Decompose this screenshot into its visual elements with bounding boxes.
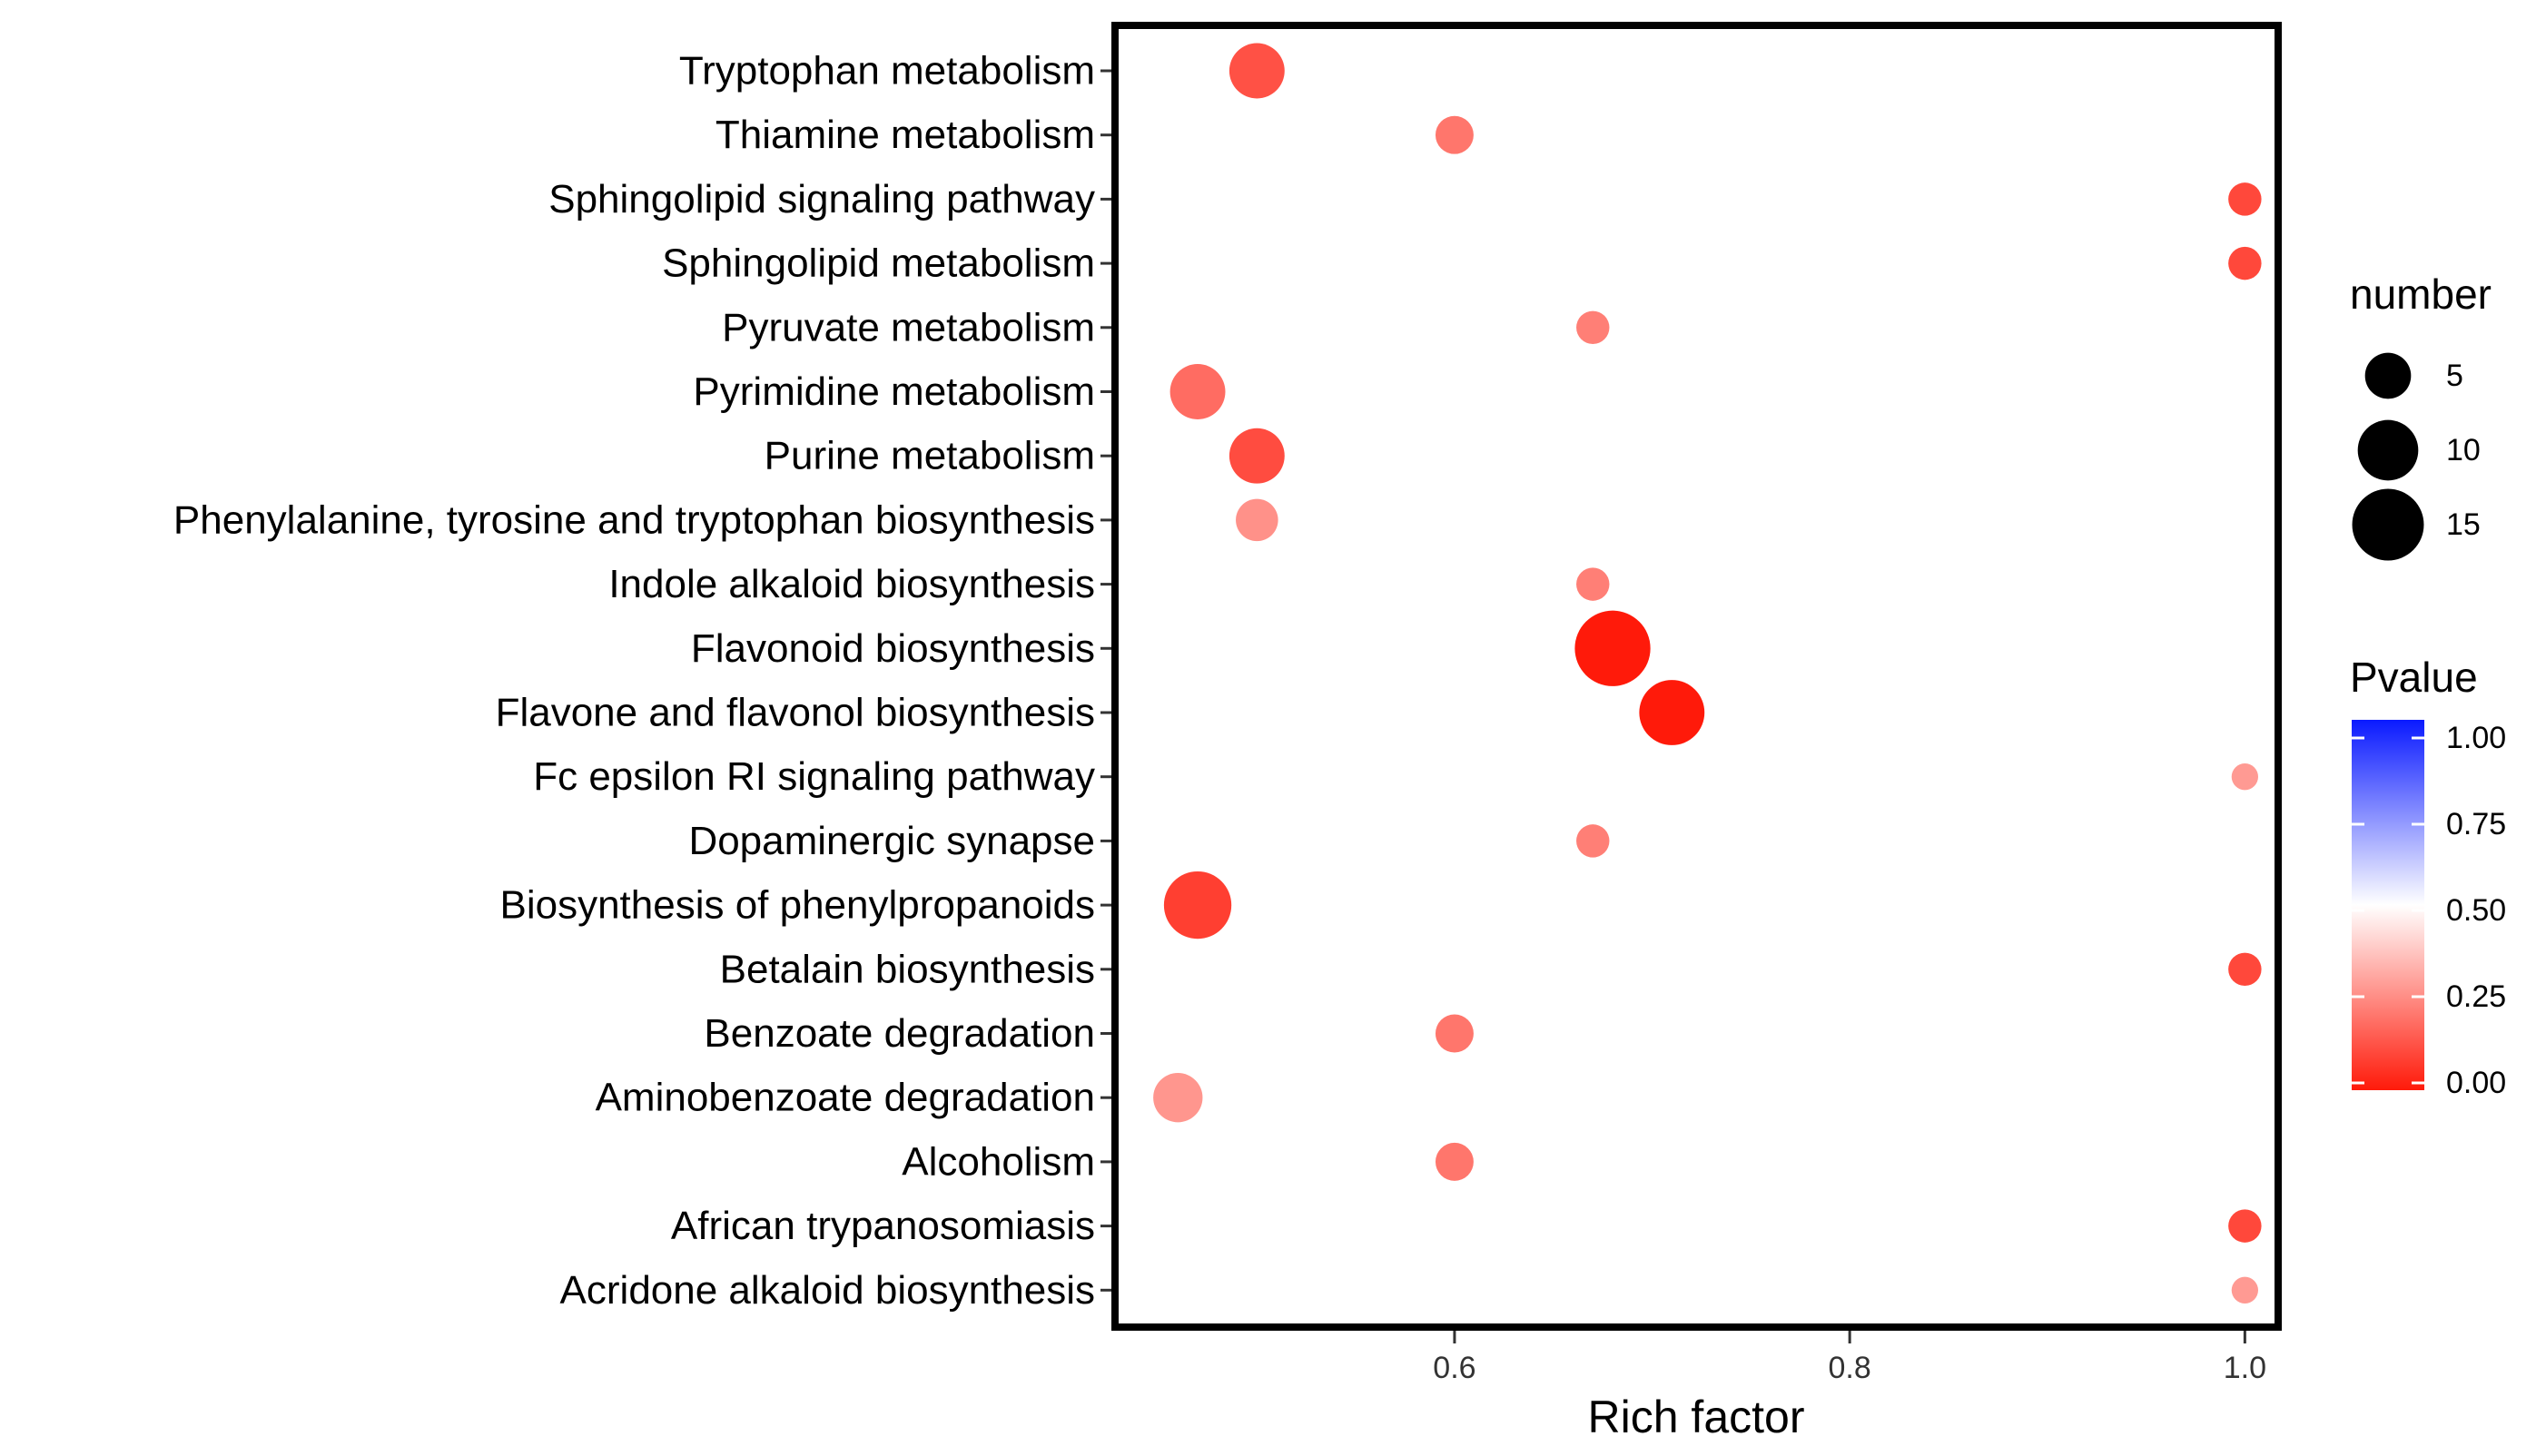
size-legend: number 5 10 15 [2350, 271, 2492, 561]
y-tick-label-alcoholism: Alcoholism [902, 1139, 1095, 1184]
x-tick-label-0.6: 0.6 [1433, 1351, 1475, 1385]
colorbar-label-0: 1.00 [2446, 721, 2506, 755]
color-legend: Pvalue 1.00 0.75 0.50 0.25 0.00 [2350, 654, 2506, 1100]
y-tick-label-flavone-and-flavonol-biosynthesis: Flavone and flavonol biosynthesis [496, 691, 1095, 735]
point-flavone-and-flavonol-biosynthesis [1639, 680, 1705, 745]
point-aminobenzoate-degradation [1153, 1073, 1203, 1123]
y-tick-label-biosynthesis-of-phenylpropanoids: Biosynthesis of phenylpropanoids [499, 883, 1095, 928]
y-tick-label-sphingolipid-metabolism: Sphingolipid metabolism [662, 241, 1095, 286]
x-tick-label-0.8: 0.8 [1829, 1351, 1871, 1385]
point-betalain-biosynthesis [2228, 952, 2262, 987]
y-tick-label-sphingolipid-signaling-pathway: Sphingolipid signaling pathway [548, 177, 1095, 221]
y-tick-label-flavonoid-biosynthesis: Flavonoid biosynthesis [691, 626, 1095, 671]
point-alcoholism [1435, 1142, 1474, 1181]
size-legend-label-5: 5 [2446, 359, 2463, 393]
category-axis: Tryptophan metabolism Thiamine metabolism… [173, 49, 1113, 1313]
point-acridone-alkaloid-biosynthesis [2231, 1276, 2258, 1304]
size-legend-title: number [2350, 271, 2492, 318]
x-axis-title: Rich factor [1588, 1392, 1805, 1442]
point-benzoate-degradation [1435, 1014, 1474, 1053]
colorbar-label-1: 0.75 [2446, 807, 2506, 841]
pvalue-colorbar [2352, 720, 2424, 1090]
point-tryptophan-metabolism [1229, 43, 1285, 99]
y-tick-label-betalain-biosynthesis: Betalain biosynthesis [720, 947, 1095, 991]
y-tick-label-phenylalanine-tyrosine-and-tryptophan-biosynthesis: Phenylalanine, tyrosine and tryptophan b… [173, 497, 1095, 542]
y-tick-label-dopaminergic-synapse: Dopaminergic synapse [688, 819, 1095, 863]
plot-frame [1111, 22, 2282, 1331]
points-layer [1153, 43, 2262, 1304]
y-tick-label-african-trypanosomiasis: African trypanosomiasis [671, 1204, 1095, 1248]
point-thiamine-metabolism [1435, 115, 1474, 154]
point-phenylalanine-tyrosine-and-tryptophan-biosynthesis [1236, 498, 1278, 542]
point-sphingolipid-metabolism [2228, 246, 2262, 280]
point-sphingolipid-signaling-pathway [2228, 182, 2262, 216]
point-biosynthesis-of-phenylpropanoids [1163, 871, 1232, 940]
y-tick-label-pyruvate-metabolism: Pyruvate metabolism [722, 305, 1095, 349]
point-pyrimidine-metabolism [1169, 364, 1226, 419]
point-pyruvate-metabolism [1576, 310, 1610, 345]
point-purine-metabolism [1229, 428, 1285, 484]
y-tick-label-purine-metabolism: Purine metabolism [765, 434, 1095, 478]
size-legend-label-10: 10 [2446, 433, 2481, 467]
point-fc-epsilon-ri-signaling-pathway [2231, 763, 2258, 791]
y-tick-label-acridone-alkaloid-biosynthesis: Acridone alkaloid biosynthesis [560, 1268, 1095, 1313]
y-tick-label-thiamine-metabolism: Thiamine metabolism [715, 113, 1095, 157]
y-tick-label-aminobenzoate-degradation: Aminobenzoate degradation [596, 1076, 1095, 1120]
point-indole-alkaloid-biosynthesis [1576, 567, 1610, 601]
y-tick-label-indole-alkaloid-biosynthesis: Indole alkaloid biosynthesis [608, 562, 1095, 606]
color-legend-title: Pvalue [2350, 654, 2478, 701]
colorbar-label-3: 0.25 [2446, 979, 2506, 1014]
point-flavonoid-biosynthesis [1574, 610, 1651, 686]
point-dopaminergic-synapse [1576, 824, 1610, 858]
point-african-trypanosomiasis [2228, 1209, 2262, 1243]
colorbar-label-4: 0.00 [2446, 1066, 2506, 1100]
y-tick-label-benzoate-degradation: Benzoate degradation [704, 1011, 1095, 1056]
size-legend-key-15 [2352, 488, 2424, 561]
colorbar-label-2: 0.50 [2446, 893, 2506, 928]
size-legend-label-15: 15 [2446, 507, 2481, 542]
size-legend-key-10 [2357, 419, 2419, 481]
y-tick-label-pyrimidine-metabolism: Pyrimidine metabolism [693, 369, 1095, 414]
x-tick-label-1.0: 1.0 [2224, 1351, 2266, 1385]
size-legend-key-5 [2364, 352, 2412, 399]
y-tick-label-fc-epsilon-ri-signaling-pathway: Fc epsilon RI signaling pathway [533, 754, 1095, 799]
x-axis: 0.6 0.8 1.0 [1433, 1331, 2266, 1385]
y-tick-label-tryptophan-metabolism: Tryptophan metabolism [679, 49, 1095, 93]
